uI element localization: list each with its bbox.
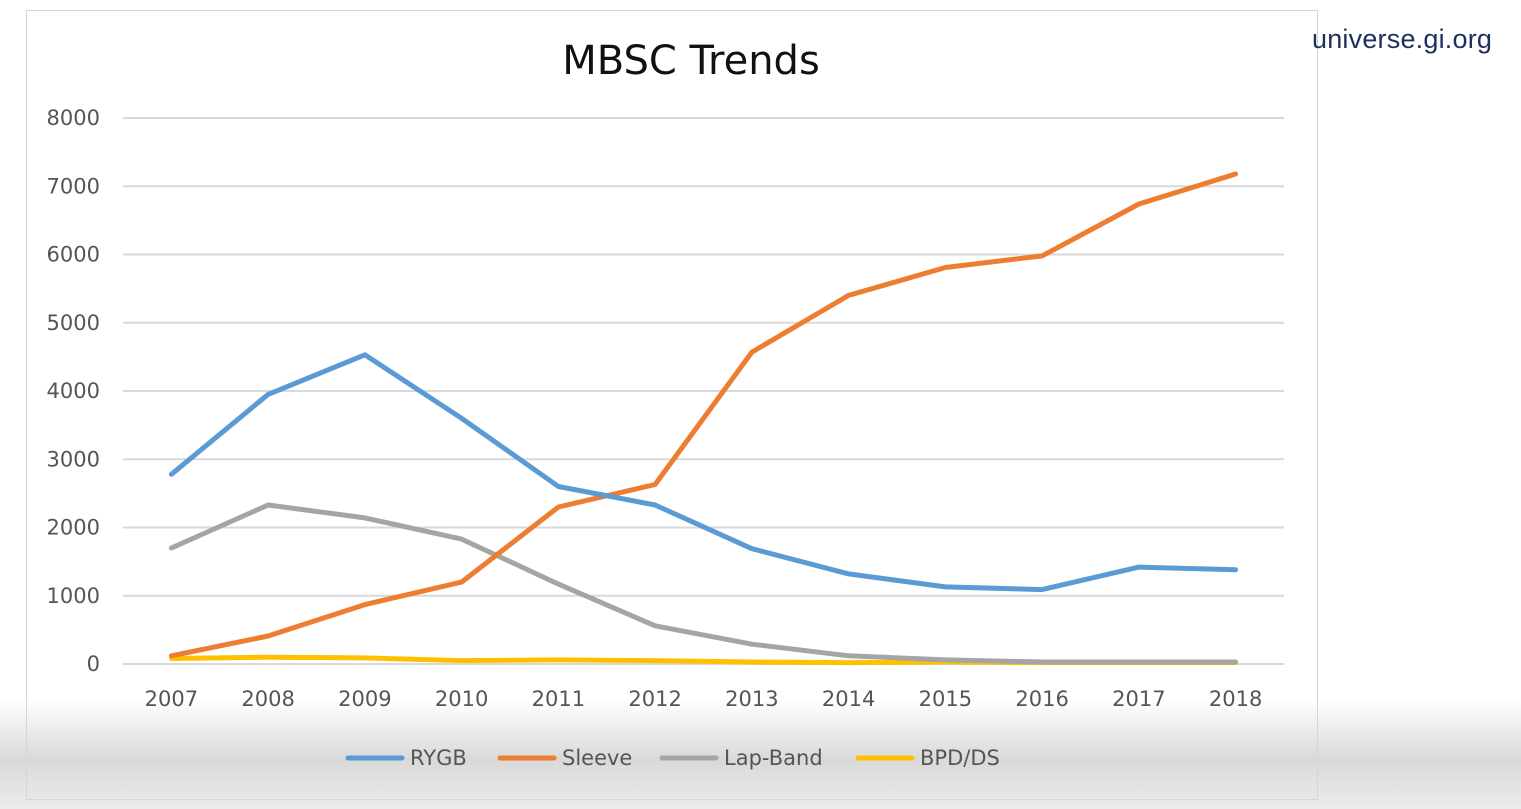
- y-tick-label: 8000: [47, 106, 100, 130]
- y-tick-label: 7000: [47, 174, 100, 198]
- x-tick-label: 2012: [628, 687, 681, 711]
- x-tick-label: 2009: [338, 687, 391, 711]
- y-tick-label: 4000: [47, 379, 100, 403]
- y-tick-label: 2000: [47, 516, 100, 540]
- series-line: [168, 352, 1239, 593]
- x-tick-label: 2016: [1015, 687, 1068, 711]
- y-tick-label: 1000: [47, 584, 100, 608]
- legend-label: Lap-Band: [724, 746, 823, 770]
- legend: RYGB Sleeve Lap-Band BPD/DS: [345, 746, 1000, 770]
- legend-label: RYGB: [410, 746, 467, 770]
- x-tick-label: 2014: [822, 687, 875, 711]
- series-sleeve: [168, 171, 1239, 659]
- x-tick-label: 2013: [725, 687, 778, 711]
- y-tick-label: 6000: [47, 243, 100, 267]
- y-tick-label: 0: [87, 652, 100, 676]
- x-tick-label: 2008: [241, 687, 294, 711]
- x-tick-label: 2018: [1209, 687, 1262, 711]
- series-line: [168, 502, 1239, 665]
- chart-title: MBSC Trends: [562, 38, 820, 84]
- watermark-text: universe.gi.org: [1312, 24, 1493, 54]
- chart-frame: [26, 10, 1318, 800]
- legend-label: Sleeve: [562, 746, 632, 770]
- x-tick-label: 2011: [532, 687, 585, 711]
- series-lap-band: [168, 502, 1239, 665]
- y-tick-label: 5000: [47, 311, 100, 335]
- legend-label: BPD/DS: [920, 746, 1000, 770]
- x-tick-label: 2007: [145, 687, 198, 711]
- series-rygb: [168, 352, 1239, 593]
- series-line: [168, 171, 1239, 659]
- x-tick-label: 2015: [919, 687, 972, 711]
- y-tick-label: 3000: [47, 447, 100, 471]
- x-tick-label: 2017: [1112, 687, 1165, 711]
- x-tick-label: 2010: [435, 687, 488, 711]
